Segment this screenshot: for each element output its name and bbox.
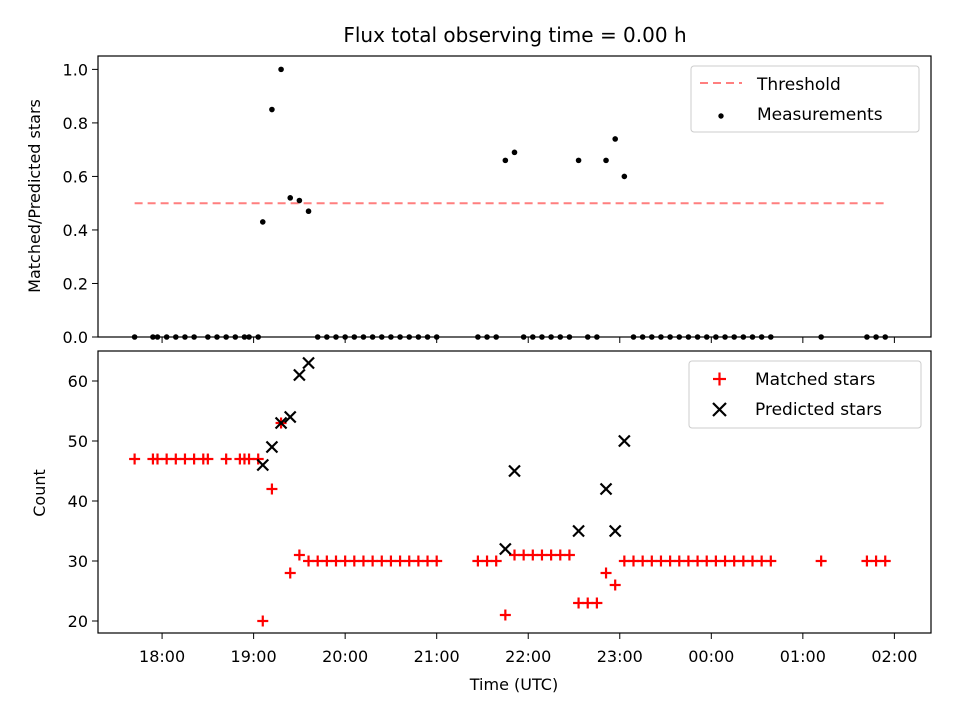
count-x-tick-label: 21:00 <box>414 647 460 666</box>
measurement-point <box>575 157 582 164</box>
matched-star-point <box>202 453 214 465</box>
ratio-legend-box <box>690 65 920 133</box>
predicted-star-point <box>265 440 279 454</box>
matched-star-point <box>257 615 269 627</box>
matched-legend-swatch <box>713 372 726 386</box>
predicted-star-point <box>599 482 613 496</box>
matched-star-point <box>266 483 278 495</box>
predicted-star-point <box>499 542 512 556</box>
count-y-tick-label: 20 <box>68 612 88 631</box>
threshold-legend-label: Threshold <box>756 75 841 95</box>
matched-star-point <box>609 579 621 591</box>
count-y-tick-label: 50 <box>68 432 88 451</box>
count-legend: Matched stars Predicted stars <box>688 360 922 429</box>
measurement-point <box>511 149 518 156</box>
ratio-y-label: Matched/Predicted stars <box>25 99 44 293</box>
ratio-panel: Flux total observing time = 0.00 h 0.00.… <box>25 23 932 347</box>
matched-star-point <box>815 555 827 567</box>
count-x-tick-label: 18:00 <box>139 647 185 666</box>
count-x-axis: 18:00 19:00 20:00 21:00 22:00 23:00 00:00 01:00… <box>139 633 917 666</box>
measurement-point <box>305 208 312 215</box>
ratio-y-tick-label: 1.0 <box>63 60 88 79</box>
count-y-tick-label: 40 <box>68 492 88 511</box>
count-x-tick-label: 23:00 <box>597 647 643 666</box>
matched-star-point <box>765 555 777 567</box>
count-x-tick-label: 19:00 <box>231 647 277 666</box>
count-y-tick-label: 60 <box>68 372 88 391</box>
predicted-legend-label: Predicted stars <box>755 400 882 420</box>
count-x-label: Time (UTC) <box>469 675 558 694</box>
count-axes-frame <box>97 350 932 634</box>
ratio-axes-frame <box>97 55 932 338</box>
predicted-star-point <box>302 356 315 370</box>
predicted-star-point <box>256 458 270 472</box>
measurements-legend-label: Measurements <box>757 105 883 125</box>
predicted-star-point <box>283 410 297 424</box>
measurement-point <box>287 195 294 201</box>
count-panel: 20 30 40 50 60 18:00 19:00 20:00 21:00 22:00 23:0… <box>30 350 932 694</box>
predicted-star-point <box>618 434 631 448</box>
count-x-tick-label: 00:00 <box>688 647 734 666</box>
matched-star-point <box>591 597 603 609</box>
predicted-star-point <box>572 524 585 538</box>
count-y-label: Count <box>30 469 49 517</box>
measurements-legend-swatch <box>718 113 724 119</box>
matched-star-point <box>879 555 891 567</box>
measurement-point <box>612 136 618 142</box>
ratio-y-tick-label: 0.2 <box>63 274 88 293</box>
count-y-axis: 20 30 40 50 60 <box>68 372 98 631</box>
ratio-y-tick-label: 0.6 <box>63 167 88 186</box>
matched-star-point <box>490 555 502 567</box>
count-x-tick-label: 02:00 <box>871 647 917 666</box>
ratio-x-ticks <box>161 337 895 343</box>
count-x-tick-label: 20:00 <box>322 647 368 666</box>
measurement-point <box>259 219 266 225</box>
matched-star-point <box>563 549 575 561</box>
matched-star-point <box>499 609 511 621</box>
count-legend-box <box>688 360 922 429</box>
predicted-star-point <box>274 416 288 430</box>
matched-star-point <box>129 453 141 465</box>
predicted-star-point <box>508 464 521 478</box>
measurement-point <box>269 106 275 113</box>
predicted-star-point <box>293 368 306 382</box>
measurement-point <box>278 66 284 73</box>
matched-star-point <box>600 567 612 579</box>
count-x-tick-label: 01:00 <box>780 647 826 666</box>
count-marks <box>129 356 891 627</box>
matched-star-point <box>284 567 296 579</box>
matched-star-point <box>220 453 232 465</box>
predicted-star-point <box>608 524 622 538</box>
ratio-y-tick-label: 0.0 <box>63 328 88 347</box>
predicted-legend-swatch <box>712 402 727 417</box>
count-y-tick-label: 30 <box>68 552 88 571</box>
count-x-tick-label: 22:00 <box>505 647 551 666</box>
ratio-y-tick-label: 0.4 <box>63 221 88 240</box>
chart-title: Flux total observing time = 0.00 h <box>343 23 686 47</box>
measurement-point <box>621 173 628 180</box>
matched-star-point <box>293 549 305 561</box>
matched-star-point <box>431 555 443 567</box>
ratio-y-tick-label: 0.8 <box>63 114 88 133</box>
measurement-point <box>296 197 303 204</box>
ratio-y-axis: 0.0 0.2 0.4 0.6 0.8 1.0 <box>63 60 98 347</box>
measurement-point <box>603 157 609 164</box>
measurement-point <box>502 157 509 164</box>
matched-legend-label: Matched stars <box>755 370 875 390</box>
ratio-legend: Threshold Measurements <box>690 65 920 133</box>
